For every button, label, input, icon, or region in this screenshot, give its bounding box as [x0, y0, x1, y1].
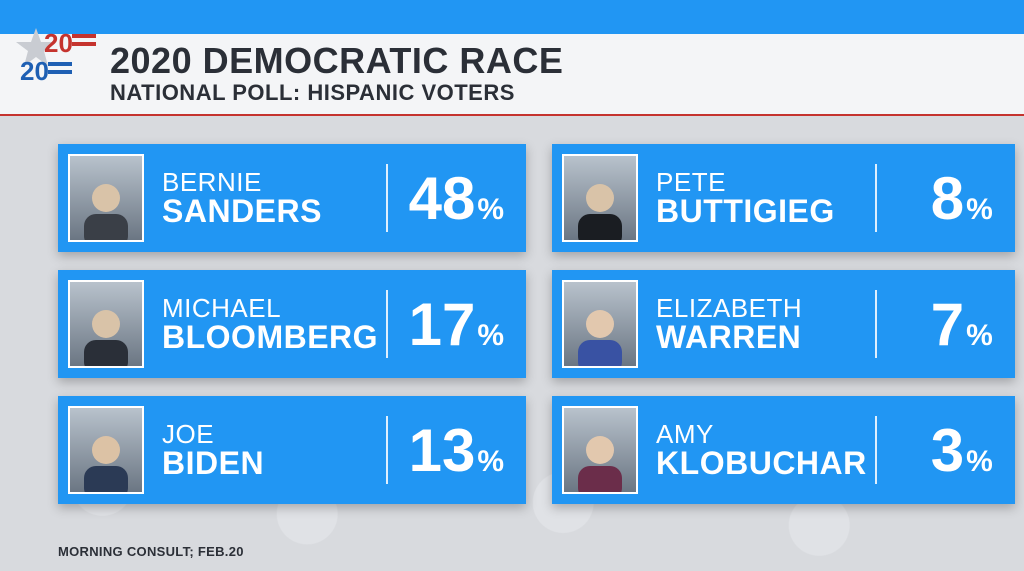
candidate-card: JOE BIDEN 13 %: [58, 396, 526, 504]
logo-2020-icon: 20 20: [14, 22, 100, 92]
candidate-first-name: JOE: [162, 421, 378, 447]
candidate-photo: [562, 280, 638, 368]
candidate-percent: 7 %: [893, 290, 993, 359]
percent-sign: %: [966, 319, 993, 353]
candidate-name: AMY KLOBUCHAR: [638, 421, 867, 479]
candidate-percent: 13 %: [404, 416, 504, 485]
source-attribution: MORNING CONSULT; FEB.20: [58, 544, 244, 559]
candidate-name: PETE BUTTIGIEG: [638, 169, 867, 227]
candidate-card: MICHAEL BLOOMBERG 17 %: [58, 270, 526, 378]
candidate-photo: [562, 406, 638, 494]
percent-value: 48: [409, 164, 476, 233]
percent-value: 7: [931, 290, 964, 359]
candidate-name: JOE BIDEN: [144, 421, 378, 479]
candidate-last-name: WARREN: [656, 321, 867, 353]
candidate-percent: 17 %: [404, 290, 504, 359]
candidate-first-name: PETE: [656, 169, 867, 195]
svg-text:20: 20: [44, 28, 73, 58]
card-divider: [875, 164, 877, 232]
card-divider: [386, 416, 388, 484]
card-divider: [386, 290, 388, 358]
candidate-last-name: KLOBUCHAR: [656, 447, 867, 479]
candidate-photo: [68, 280, 144, 368]
candidate-last-name: BLOOMBERG: [162, 321, 378, 353]
card-divider: [875, 290, 877, 358]
card-divider: [875, 416, 877, 484]
page-title: 2020 DEMOCRATIC RACE: [110, 40, 1024, 82]
candidate-first-name: AMY: [656, 421, 867, 447]
candidate-first-name: ELIZABETH: [656, 295, 867, 321]
percent-value: 8: [931, 164, 964, 233]
candidate-card: BERNIE SANDERS 48 %: [58, 144, 526, 252]
candidate-card: ELIZABETH WARREN 7 %: [552, 270, 1015, 378]
candidate-photo: [68, 406, 144, 494]
percent-sign: %: [477, 193, 504, 227]
percent-sign: %: [477, 445, 504, 479]
page-subtitle: NATIONAL POLL: HISPANIC VOTERS: [110, 80, 1024, 106]
percent-value: 13: [409, 416, 476, 485]
candidate-last-name: BUTTIGIEG: [656, 195, 867, 227]
header: 20 20 2020 DEMOCRATIC RACE NATIONAL POLL…: [0, 34, 1024, 116]
top-bar: [0, 0, 1024, 34]
candidate-name: BERNIE SANDERS: [144, 169, 378, 227]
percent-sign: %: [477, 319, 504, 353]
candidate-card: AMY KLOBUCHAR 3 %: [552, 396, 1015, 504]
percent-value: 3: [931, 416, 964, 485]
candidate-percent: 3 %: [893, 416, 993, 485]
candidate-card: PETE BUTTIGIEG 8 %: [552, 144, 1015, 252]
candidate-percent: 48 %: [404, 164, 504, 233]
candidate-percent: 8 %: [893, 164, 993, 233]
candidate-grid: BERNIE SANDERS 48 % PETE BUTTIGIEG 8 % M…: [0, 116, 1024, 504]
svg-text:20: 20: [20, 56, 49, 86]
percent-sign: %: [966, 445, 993, 479]
candidate-photo: [68, 154, 144, 242]
percent-sign: %: [966, 193, 993, 227]
candidate-last-name: BIDEN: [162, 447, 378, 479]
candidate-name: ELIZABETH WARREN: [638, 295, 867, 353]
candidate-first-name: BERNIE: [162, 169, 378, 195]
card-divider: [386, 164, 388, 232]
candidate-last-name: SANDERS: [162, 195, 378, 227]
candidate-name: MICHAEL BLOOMBERG: [144, 295, 378, 353]
percent-value: 17: [409, 290, 476, 359]
candidate-photo: [562, 154, 638, 242]
candidate-first-name: MICHAEL: [162, 295, 378, 321]
